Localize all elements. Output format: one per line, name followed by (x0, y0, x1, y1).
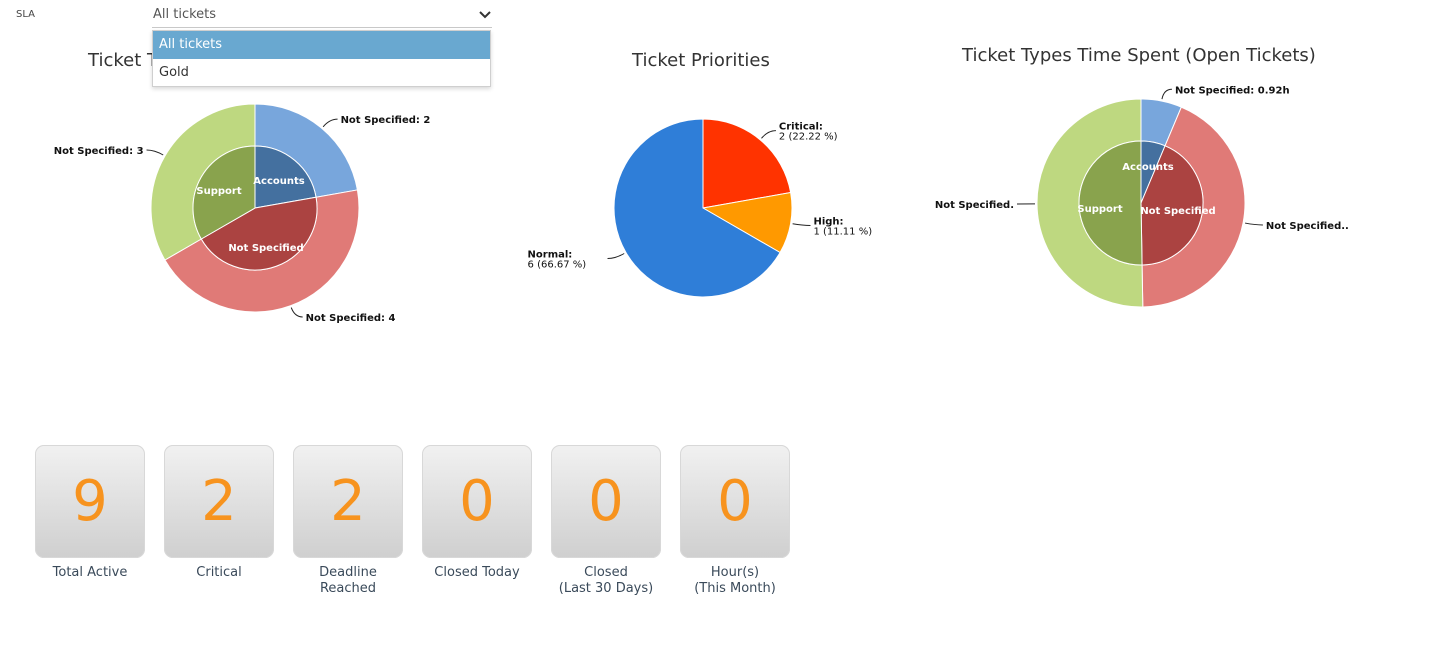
dropdown-option-all-tickets[interactable]: All tickets (153, 31, 490, 59)
outer-slice-label: Not Specified. (935, 200, 1014, 211)
stat-label: Hour(s) (This Month) (694, 565, 776, 596)
stat-value: 0 (459, 469, 495, 534)
outer-slice-label: Not Specified: 2 (341, 115, 431, 126)
label-connector (1244, 222, 1263, 226)
slice-label-value: 2 (22.22 %) (779, 132, 838, 143)
inner-slice-label: Not Specified (228, 243, 303, 254)
stat-label: Closed (Last 30 Days) (558, 565, 654, 596)
inner-slice[interactable] (1078, 140, 1143, 266)
inner-slice-label: Accounts (1122, 162, 1173, 173)
chevron-down-icon (479, 11, 491, 19)
label-connector (146, 149, 164, 156)
label-connector (1161, 88, 1172, 100)
label-connector (792, 223, 811, 227)
sla-filter-label: SLA (16, 9, 35, 20)
inner-slice[interactable] (192, 145, 256, 240)
dropdown-option-gold[interactable]: Gold (159, 65, 189, 80)
stat-label: Closed Today (434, 565, 520, 580)
ticket-types-chart-title: Ticket T (88, 50, 158, 71)
stat-value: 0 (588, 469, 624, 534)
stat-card-closed-30-days[interactable]: 0 (551, 445, 661, 558)
sla-select[interactable]: All tickets (152, 4, 492, 28)
label-connector (322, 118, 338, 128)
label-connector (761, 130, 776, 139)
inner-slice[interactable] (1140, 145, 1204, 266)
pie-slice[interactable] (702, 118, 792, 209)
inner-slice-label: Support (1077, 204, 1122, 215)
inner-slice[interactable] (200, 196, 318, 271)
stat-label: Deadline Reached (319, 565, 377, 596)
stat-card-hours-month[interactable]: 0 (680, 445, 790, 558)
stat-card-total-active[interactable]: 9 (35, 445, 145, 558)
inner-slice-label: Not Specified (1140, 206, 1215, 217)
sla-dropdown-menu: All tickets Gold (152, 30, 491, 87)
outer-slice-label: Not Specified: 4 (306, 313, 396, 324)
slice-label-name: Normal: (528, 250, 573, 261)
slice-label-name: High: (813, 217, 843, 228)
stat-card-critical[interactable]: 2 (164, 445, 274, 558)
stat-label: Critical (196, 565, 242, 580)
pie-slice[interactable] (613, 118, 781, 298)
stat-card-closed-today[interactable]: 0 (422, 445, 532, 558)
outer-slice-label: Not Specified.. (1266, 221, 1349, 232)
stat-card-deadline-reached[interactable]: 2 (293, 445, 403, 558)
slice-label-value: 1 (11.11 %) (813, 227, 872, 238)
inner-slice-label: Accounts (253, 176, 304, 187)
stat-value: 2 (201, 469, 237, 534)
inner-slice[interactable] (254, 145, 317, 209)
stat-value: 0 (717, 469, 753, 534)
outer-slice-label: Not Specified: 3 (54, 146, 144, 157)
stat-label: Total Active (52, 565, 128, 580)
label-connector (290, 307, 303, 318)
stat-value: 9 (72, 469, 108, 534)
time-spent-chart-title: Ticket Types Time Spent (Open Tickets) (962, 45, 1316, 66)
stat-value: 2 (330, 469, 366, 534)
ticket-priorities-chart-title: Ticket Priorities (632, 50, 770, 71)
inner-slice-label: Support (196, 186, 241, 197)
sla-select-value: All tickets (153, 7, 217, 22)
outer-slice-label: Not Specified: 0.92h (1175, 85, 1290, 96)
slice-label-name: Critical: (779, 122, 823, 133)
slice-label-value: 6 (66.67 %) (528, 260, 587, 271)
label-connector (607, 253, 625, 259)
